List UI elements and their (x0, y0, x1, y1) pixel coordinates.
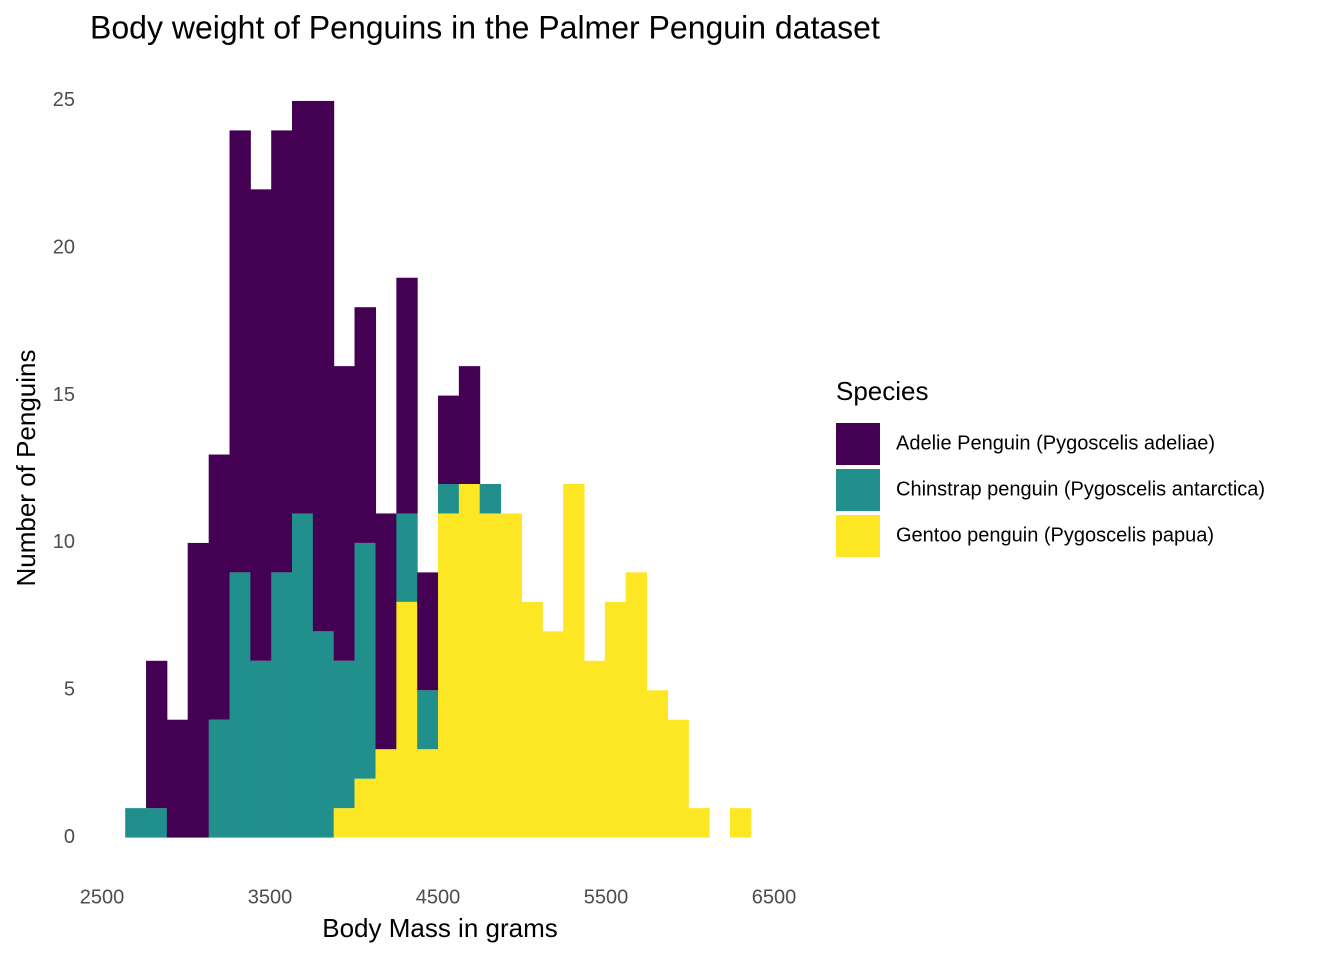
bar (312, 100, 335, 632)
x-tick-label: 5500 (584, 886, 629, 908)
bar (458, 483, 481, 838)
bar (396, 601, 418, 838)
x-tick-label: 6500 (752, 886, 797, 908)
bar (625, 572, 648, 838)
bar (438, 513, 460, 838)
y-tick-label: 0 (64, 826, 75, 848)
bar (333, 366, 356, 661)
bar (730, 808, 752, 838)
y-axis-title: Number of Penguins (11, 349, 41, 586)
bar (417, 690, 439, 750)
bar (479, 483, 502, 514)
bar (396, 277, 418, 514)
bar (229, 130, 251, 573)
bar (438, 395, 460, 484)
bar (354, 778, 377, 838)
bar (312, 631, 335, 838)
bar (354, 307, 377, 543)
legend-key (836, 515, 880, 557)
bar (271, 130, 293, 573)
bar (417, 572, 439, 691)
bar (250, 660, 272, 838)
bar (375, 749, 397, 838)
bar (667, 719, 689, 838)
legend-label: Adelie Penguin (Pygoscelis adeliae) (896, 432, 1215, 454)
bar (584, 660, 606, 838)
x-tick-label: 3500 (248, 886, 293, 908)
bar (604, 601, 627, 838)
x-tick-label: 2500 (80, 886, 125, 908)
bar (417, 749, 439, 838)
y-tick-label: 25 (53, 89, 75, 111)
bar (271, 572, 293, 838)
y-tick-label: 15 (53, 384, 75, 406)
legend-key (836, 469, 880, 511)
bar (292, 100, 314, 514)
chart-title: Body weight of Penguins in the Palmer Pe… (90, 9, 880, 45)
bar (479, 513, 502, 838)
bar (187, 542, 210, 838)
bar (333, 808, 356, 838)
y-tick-label: 20 (53, 237, 75, 259)
bar (438, 483, 460, 514)
bar (166, 719, 189, 838)
bar (500, 513, 523, 838)
bar (125, 808, 147, 838)
bar (646, 690, 669, 838)
y-tick-label: 10 (53, 531, 75, 553)
bar (229, 572, 251, 838)
bar (208, 454, 231, 720)
bar (521, 601, 543, 838)
legend-label: Gentoo penguin (Pygoscelis papua) (896, 524, 1214, 546)
legend-label: Chinstrap penguin (Pygoscelis antarctica… (896, 478, 1265, 500)
bar (250, 189, 272, 661)
legend-title: Species (836, 376, 929, 406)
bar (333, 660, 356, 809)
bar (146, 808, 168, 838)
x-axis-title: Body Mass in grams (322, 913, 558, 943)
x-tick-label: 4500 (416, 886, 461, 908)
bar (208, 719, 231, 838)
bar (354, 542, 377, 779)
y-tick-label: 5 (64, 679, 75, 701)
legend-key (836, 423, 880, 465)
bar (292, 513, 314, 838)
bar (458, 366, 481, 484)
bar (542, 631, 564, 838)
bar (563, 483, 585, 838)
bar (688, 808, 710, 838)
bar (375, 513, 397, 750)
bar (146, 660, 168, 809)
bar (396, 513, 418, 602)
